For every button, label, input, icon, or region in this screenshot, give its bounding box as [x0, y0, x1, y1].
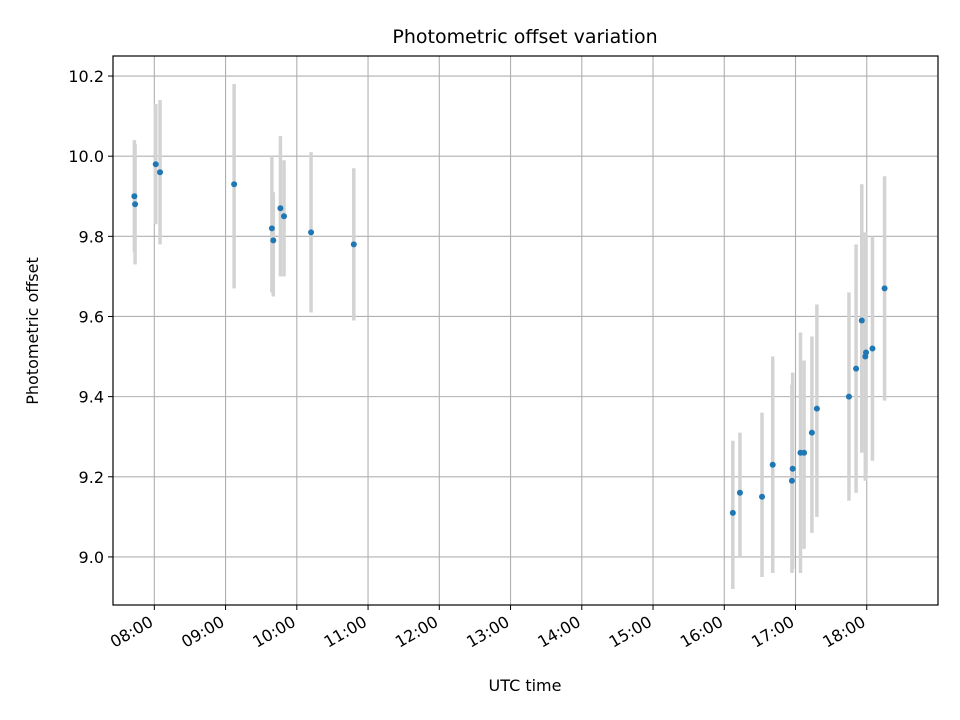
data-point — [853, 365, 860, 372]
data-point — [231, 181, 238, 188]
data-point — [863, 349, 870, 356]
y-tick-label: 9.6 — [79, 307, 104, 326]
data-point — [350, 241, 357, 248]
data-point — [808, 429, 815, 436]
y-tick-label: 10.2 — [68, 67, 104, 86]
data-point — [881, 285, 888, 292]
y-tick-label: 9.0 — [79, 548, 104, 567]
data-point — [736, 489, 743, 496]
data-point — [813, 405, 820, 412]
data-point — [759, 493, 766, 500]
plot-area-frame — [112, 55, 939, 606]
data-point — [789, 465, 796, 472]
y-tick-label: 9.2 — [79, 468, 104, 487]
data-point — [729, 509, 736, 516]
data-point — [858, 317, 865, 324]
data-point — [308, 229, 315, 236]
y-tick-label: 9.8 — [79, 227, 104, 246]
data-point — [268, 225, 275, 232]
y-tick-label: 9.4 — [79, 388, 104, 407]
y-axis-ticks: 9.0 9.2 9.4 9.6 9.8 10.0 10.2 — [68, 67, 113, 567]
data-point — [788, 477, 795, 484]
data-point — [132, 201, 139, 208]
y-tick-label: 10.0 — [68, 147, 104, 166]
chart-title: Photometric offset variation — [392, 26, 657, 48]
data-point — [152, 161, 159, 168]
data-point — [131, 193, 138, 200]
data-point — [801, 449, 808, 456]
data-point — [157, 169, 164, 176]
y-axis-title: Photometric offset — [23, 257, 42, 405]
data-point — [845, 393, 852, 400]
data-point — [869, 345, 876, 352]
data-point — [270, 237, 277, 244]
data-point — [277, 205, 284, 212]
data-point — [769, 461, 776, 468]
data-points — [131, 161, 888, 516]
x-axis-title: UTC time — [489, 676, 562, 695]
data-point — [280, 213, 287, 220]
